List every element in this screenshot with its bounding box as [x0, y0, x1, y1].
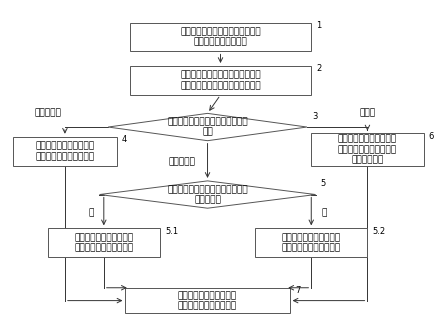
Polygon shape	[108, 113, 307, 141]
Text: 5.1: 5.1	[165, 227, 178, 236]
Text: 普通组: 普通组	[359, 108, 375, 117]
Text: 动态预留组: 动态预留组	[168, 157, 195, 167]
FancyBboxPatch shape	[13, 137, 117, 166]
Text: 对需要网络传输的数据进行数据压
缩后通过网络传输至带宽控制设备: 对需要网络传输的数据进行数据压 缩后通过网络传输至带宽控制设备	[180, 71, 261, 90]
Text: 5: 5	[321, 179, 326, 188]
Text: 3: 3	[312, 112, 318, 121]
Text: 分配预设给动态预留组用
户的最小带宽给用户终端: 分配预设给动态预留组用 户的最小带宽给用户终端	[282, 233, 341, 253]
Text: 将固定预留组和动态预留
组占用后带宽分派给普通
组的用户终端: 将固定预留组和动态预留 组占用后带宽分派给普通 组的用户终端	[338, 134, 397, 164]
Text: 6: 6	[429, 132, 434, 141]
Text: 分配预设固定数值的常宽
给固定预留组的用户终端: 分配预设固定数值的常宽 给固定预留组的用户终端	[35, 141, 94, 161]
Text: 1: 1	[317, 21, 321, 30]
Text: 固定预留组: 固定预留组	[34, 108, 61, 117]
FancyBboxPatch shape	[130, 23, 311, 51]
FancyBboxPatch shape	[125, 288, 290, 314]
FancyBboxPatch shape	[130, 66, 311, 95]
Text: 否: 否	[321, 209, 327, 218]
Text: 是: 是	[88, 209, 93, 218]
Text: 4: 4	[122, 135, 127, 144]
Text: 分配预设固定数值的带宽
给固定预留组的用户终端: 分配预设固定数值的带宽 给固定预留组的用户终端	[178, 291, 237, 310]
Text: 带宽控制设备根据实际要求将各个
用户终端进行分组定义: 带宽控制设备根据实际要求将各个 用户终端进行分组定义	[180, 27, 261, 47]
Text: 5.2: 5.2	[373, 227, 386, 236]
Text: 7: 7	[295, 286, 300, 295]
FancyBboxPatch shape	[311, 133, 424, 166]
Polygon shape	[100, 181, 316, 208]
FancyBboxPatch shape	[48, 228, 160, 257]
Text: 分配预设给动态预留组用
户的最大带宽给用户终端: 分配预设给动态预留组用 户的最大带宽给用户终端	[74, 233, 133, 253]
FancyBboxPatch shape	[255, 228, 367, 257]
Text: 判断动态预留组的用户终端是否正
在数据传输: 判断动态预留组的用户终端是否正 在数据传输	[167, 185, 248, 204]
Text: 判断该发送数据的用户终端所属的
分组: 判断该发送数据的用户终端所属的 分组	[167, 117, 248, 137]
Text: 2: 2	[317, 64, 321, 73]
